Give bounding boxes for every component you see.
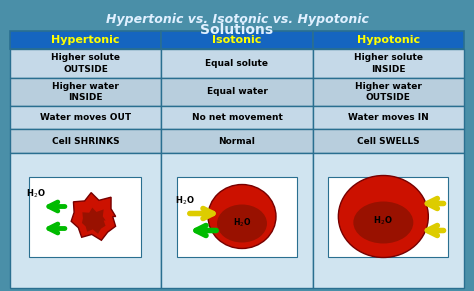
Text: Isotonic: Isotonic xyxy=(212,35,262,45)
Ellipse shape xyxy=(217,205,267,242)
Polygon shape xyxy=(10,78,161,106)
Text: Cell SHRINKS: Cell SHRINKS xyxy=(52,136,119,146)
Text: Water moves IN: Water moves IN xyxy=(348,113,428,122)
Text: Hypertonic vs. Isotonic vs. Hypotonic: Hypertonic vs. Isotonic vs. Hypotonic xyxy=(106,13,368,26)
Polygon shape xyxy=(71,193,116,240)
Polygon shape xyxy=(10,49,161,78)
Polygon shape xyxy=(10,31,161,49)
Polygon shape xyxy=(10,129,161,153)
Polygon shape xyxy=(177,177,297,256)
Text: H$_2$O: H$_2$O xyxy=(374,214,393,227)
Polygon shape xyxy=(161,129,313,153)
Polygon shape xyxy=(313,153,464,288)
Text: Water moves OUT: Water moves OUT xyxy=(40,113,131,122)
Ellipse shape xyxy=(208,184,276,249)
Polygon shape xyxy=(328,177,448,256)
Polygon shape xyxy=(161,49,313,78)
Polygon shape xyxy=(10,106,161,129)
Text: Higher solute
OUTSIDE: Higher solute OUTSIDE xyxy=(51,54,120,74)
Text: Normal: Normal xyxy=(219,136,255,146)
Polygon shape xyxy=(313,49,464,78)
Polygon shape xyxy=(313,78,464,106)
Text: No net movement: No net movement xyxy=(191,113,283,122)
Text: H$_2$O: H$_2$O xyxy=(26,187,46,200)
Polygon shape xyxy=(161,78,313,106)
Text: Hypertonic: Hypertonic xyxy=(51,35,120,45)
Text: Hypotonic: Hypotonic xyxy=(357,35,420,45)
Polygon shape xyxy=(28,177,141,256)
Polygon shape xyxy=(313,31,464,49)
Ellipse shape xyxy=(353,201,413,244)
Text: Higher water
INSIDE: Higher water INSIDE xyxy=(52,82,119,102)
Text: Equal solute: Equal solute xyxy=(206,59,268,68)
Text: Solutions: Solutions xyxy=(201,23,273,37)
Text: H$_2$O: H$_2$O xyxy=(233,216,251,229)
Ellipse shape xyxy=(338,175,428,258)
Polygon shape xyxy=(313,106,464,129)
Text: H$_2$O: H$_2$O xyxy=(175,194,195,207)
Text: Cell SWELLS: Cell SWELLS xyxy=(357,136,419,146)
Text: Higher solute
INSIDE: Higher solute INSIDE xyxy=(354,54,423,74)
Polygon shape xyxy=(82,207,106,234)
Text: Equal water: Equal water xyxy=(207,88,267,97)
Polygon shape xyxy=(161,106,313,129)
Polygon shape xyxy=(161,153,313,288)
Polygon shape xyxy=(313,129,464,153)
Polygon shape xyxy=(161,31,313,49)
Polygon shape xyxy=(10,153,161,288)
Text: Higher water
OUTSIDE: Higher water OUTSIDE xyxy=(355,82,422,102)
